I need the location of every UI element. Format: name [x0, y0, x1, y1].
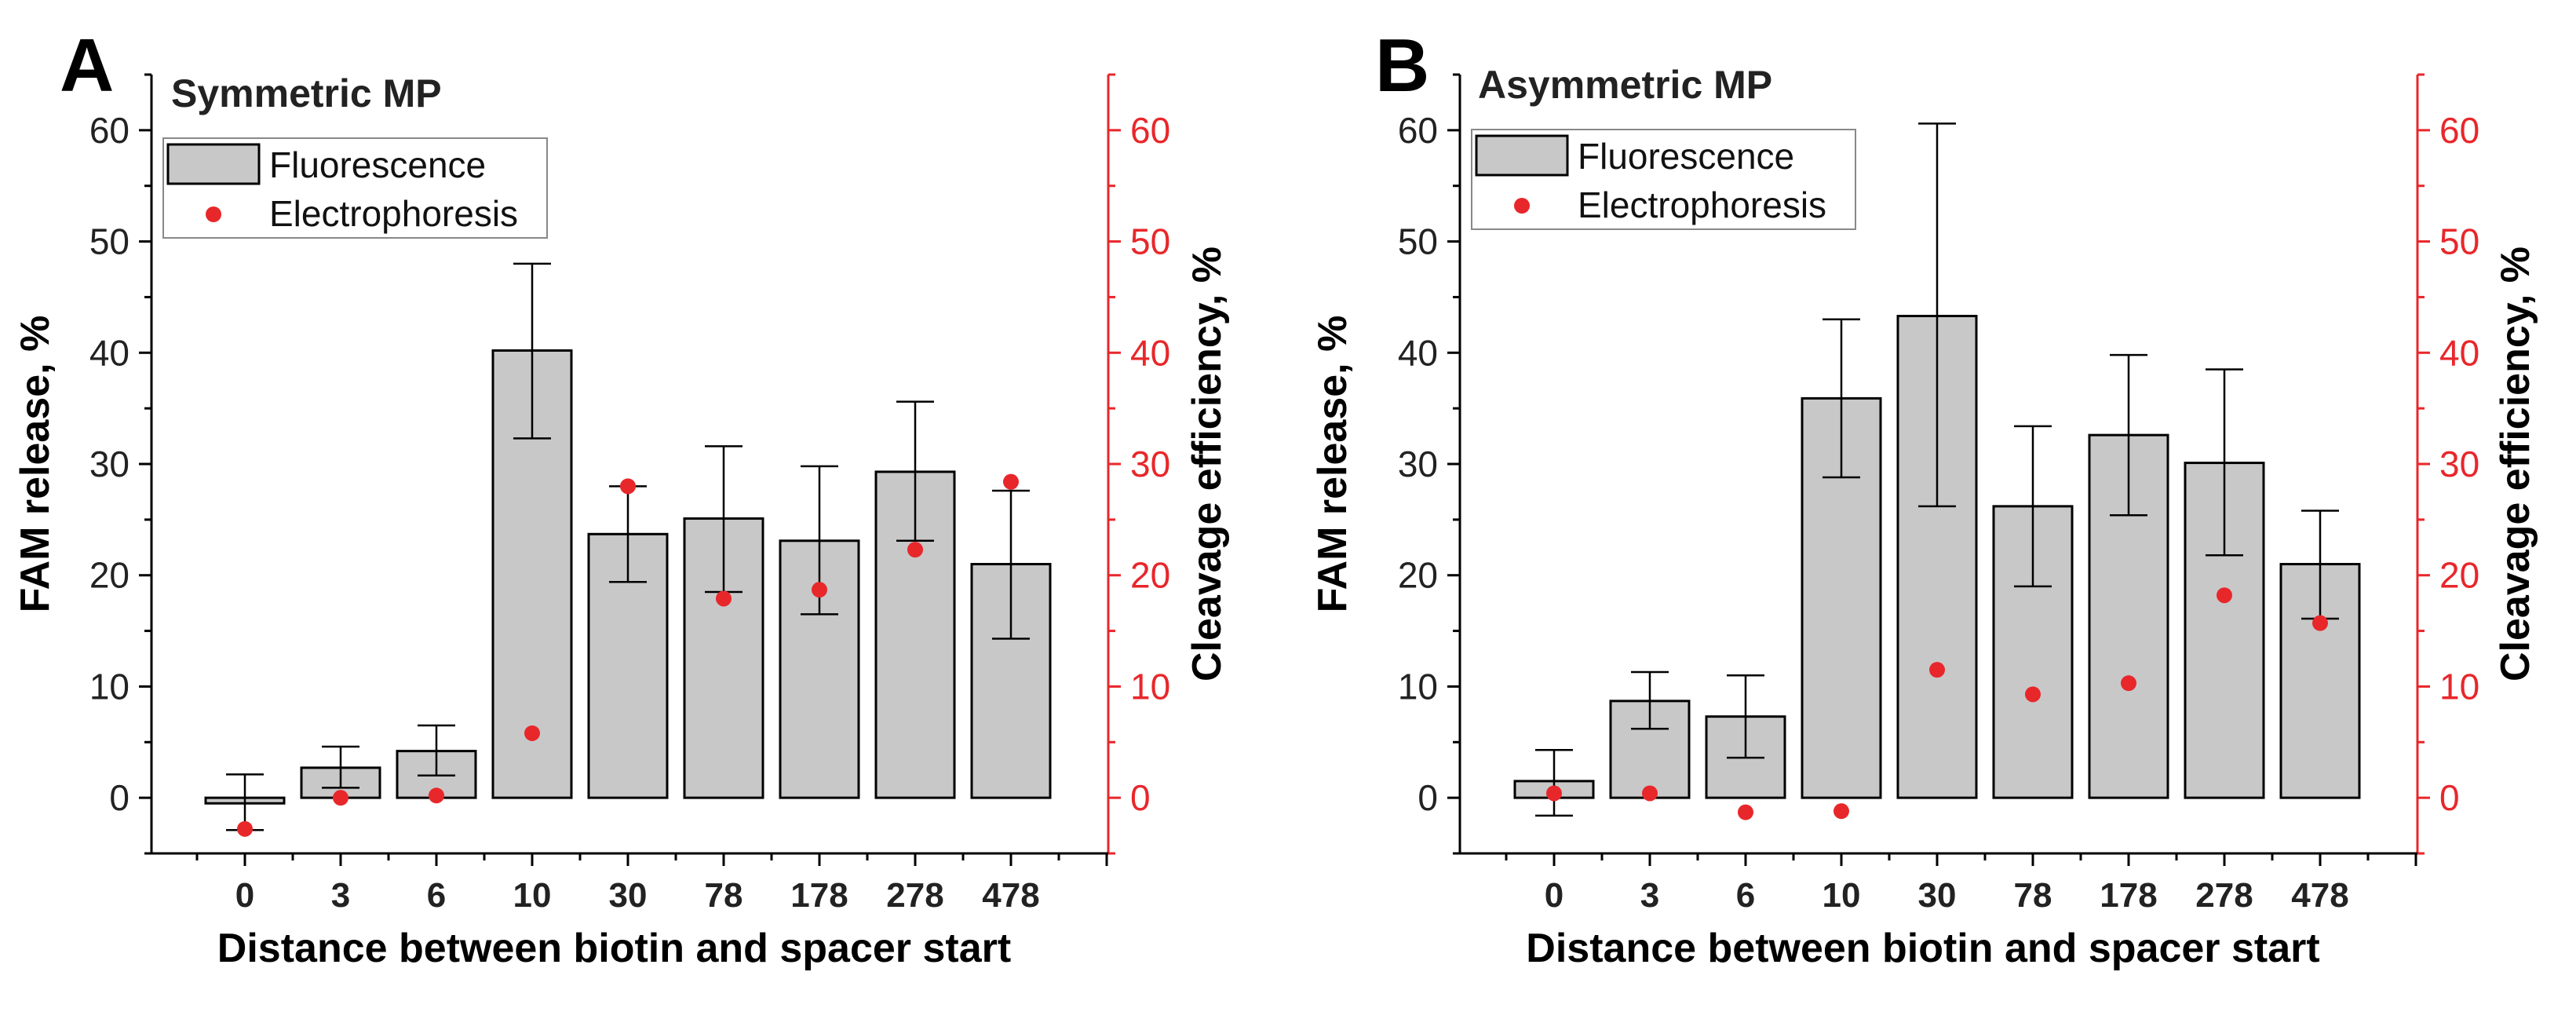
x-tick-label: 478 [2291, 876, 2348, 915]
legend-label-fluorescence: Fluorescence [1578, 136, 1794, 177]
x-tick-label: 78 [2014, 876, 2052, 915]
x-tick-label: 3 [1640, 876, 1659, 915]
x-tick-label: 178 [2100, 876, 2157, 915]
left-axis-title: FAM release, % [1310, 316, 1356, 613]
x-tick-label: 6 [1736, 876, 1755, 915]
right-tick-label: 20 [1130, 555, 1170, 596]
electrophoresis-point [2025, 686, 2041, 703]
x-tick-label: 178 [790, 876, 848, 915]
right-tick-label: 30 [1130, 444, 1170, 484]
right-axis-title: Cleavage efficiency, % [2493, 247, 2538, 681]
electrophoresis-point [1738, 804, 1753, 820]
left-tick-label: 40 [89, 332, 130, 373]
legend-bar-swatch [166, 143, 261, 185]
x-tick-label: 0 [1545, 876, 1563, 915]
right-tick-label: 0 [2439, 777, 2460, 818]
left-tick-label: 20 [1398, 555, 1438, 596]
right-tick-label: 10 [1130, 666, 1170, 707]
panel-letter: A [60, 24, 114, 108]
left-axis-title: FAM release, % [13, 316, 58, 613]
x-tick-label: 278 [886, 876, 943, 915]
right-tick-label: 30 [2439, 444, 2479, 484]
legend-label-fluorescence: Fluorescence [269, 144, 486, 185]
right-tick-label: 50 [1130, 221, 1170, 262]
right-tick-label: 40 [2439, 332, 2479, 373]
left-tick-label: 10 [89, 666, 130, 707]
x-tick-label: 478 [982, 876, 1039, 915]
x-tick-label: 3 [331, 876, 350, 915]
left-tick-label: 10 [1398, 666, 1438, 707]
electrophoresis-point [1833, 803, 1849, 820]
panel-title: Asymmetric MP [1478, 63, 1772, 107]
left-tick-label: 60 [1398, 110, 1438, 151]
left-tick-label: 40 [1398, 332, 1438, 373]
x-axis-title: Distance between biotin and spacer start [1526, 926, 2319, 971]
legend-bar-swatch [1475, 134, 1569, 177]
electrophoresis-point [1546, 785, 1562, 802]
panel-a: A Symmetric MP 0 10 20 30 40 50 60 0 10 20 30 40 50 60 0… [13, 24, 1230, 971]
electrophoresis-point [2217, 587, 2232, 604]
electrophoresis-point [1642, 785, 1658, 802]
left-tick-label: 0 [1418, 777, 1438, 818]
left-tick-label: 0 [109, 777, 130, 818]
electrophoresis-point [237, 820, 253, 837]
right-tick-label: 10 [2439, 666, 2479, 707]
x-tick-label: 30 [609, 876, 648, 915]
legend-label-electrophoresis: Electrophoresis [269, 193, 518, 234]
panel-letter: B [1375, 24, 1429, 108]
right-tick-label: 50 [2439, 221, 2479, 262]
bar [2088, 433, 2169, 799]
electrophoresis-point [1003, 473, 1019, 490]
legend-label-electrophoresis: Electrophoresis [1578, 184, 1826, 225]
legend-point-swatch [1514, 198, 1530, 214]
electrophoresis-point [812, 582, 827, 598]
x-tick-label: 10 [1823, 876, 1861, 915]
left-tick-label: 30 [1398, 444, 1438, 484]
x-tick-label: 10 [513, 876, 552, 915]
electrophoresis-point [333, 790, 348, 806]
x-tick-label: 0 [235, 876, 254, 915]
electrophoresis-point [907, 542, 923, 558]
electrophoresis-point [1929, 662, 1945, 678]
electrophoresis-point [716, 590, 732, 607]
right-tick-label: 0 [1130, 777, 1151, 818]
left-tick-label: 50 [89, 221, 130, 262]
right-tick-label: 60 [1130, 110, 1170, 151]
electrophoresis-point [524, 725, 540, 741]
left-tick-label: 50 [1398, 221, 1438, 262]
left-tick-label: 30 [89, 444, 130, 484]
legend-point-swatch [206, 206, 221, 222]
x-tick-label: 30 [1918, 876, 1957, 915]
x-tick-label: 278 [2195, 876, 2253, 915]
x-tick-label: 6 [427, 876, 446, 915]
electrophoresis-point [429, 787, 444, 804]
right-axis-title: Cleavage efficiency, % [1184, 247, 1230, 681]
right-tick-label: 20 [2439, 555, 2479, 596]
electrophoresis-point [2121, 675, 2136, 692]
left-tick-label: 20 [89, 555, 130, 596]
x-axis-title: Distance between biotin and spacer start [217, 926, 1011, 971]
electrophoresis-point [620, 478, 636, 495]
panel-b: B Asymmetric MP01020304050600102030405060… [1310, 24, 2538, 971]
right-tick-label: 60 [2439, 110, 2479, 151]
electrophoresis-point [2312, 615, 2328, 631]
left-tick-label: 60 [89, 110, 130, 151]
panel-title: Symmetric MP [171, 71, 442, 115]
right-tick-label: 40 [1130, 332, 1170, 373]
x-tick-label: 78 [705, 876, 743, 915]
